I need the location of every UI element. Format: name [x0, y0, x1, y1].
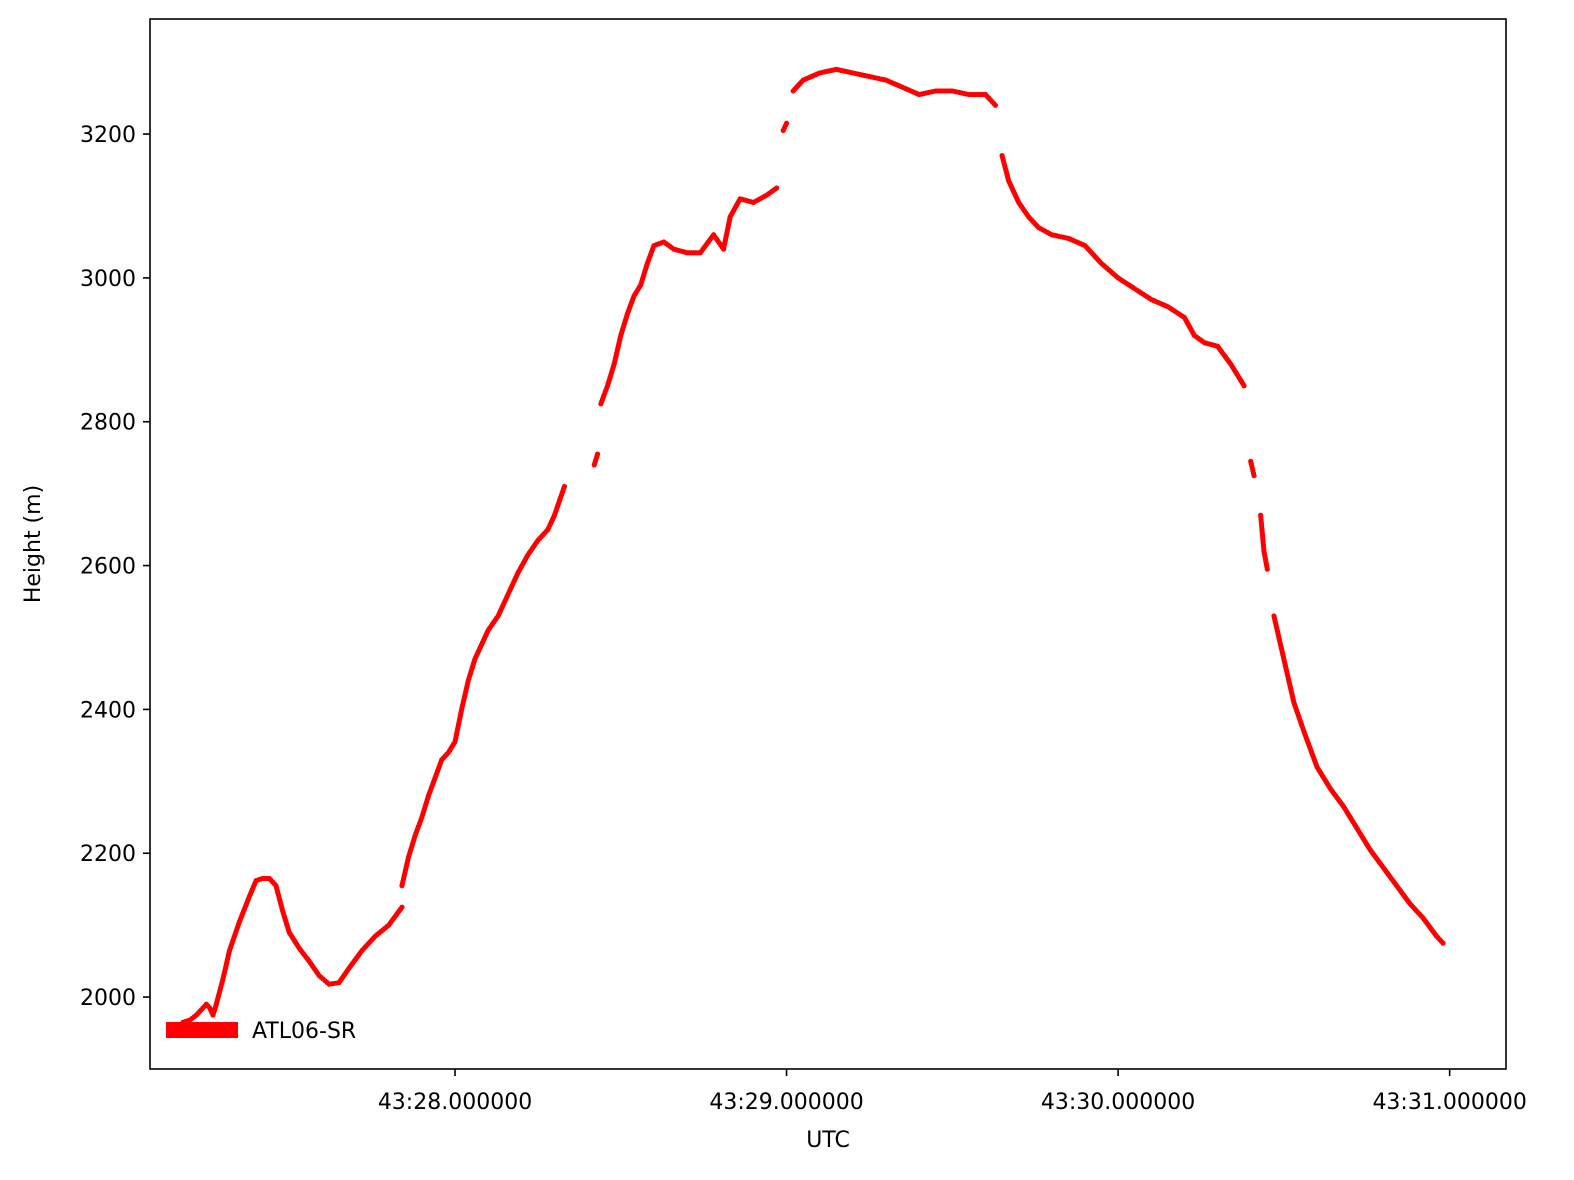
x-tick-label: 43:31.000000: [1372, 1090, 1526, 1115]
legend-label-atl06-sr: ATL06-SR: [252, 1019, 356, 1044]
y-tick-label: 3200: [80, 123, 136, 148]
x-tick-label: 43:30.000000: [1041, 1090, 1195, 1115]
y-tick-label: 2000: [80, 986, 136, 1011]
data-point: [561, 483, 568, 490]
data-point: [399, 904, 405, 910]
data-point: [1440, 940, 1446, 946]
data-point: [1241, 383, 1247, 389]
data-point: [1264, 566, 1270, 572]
data-point: [783, 120, 790, 126]
plot-background: [150, 19, 1506, 1069]
y-tick-label: 2600: [80, 555, 136, 580]
y-axis: 2000 2200 2400 2600 2800 3000 3200: [80, 123, 150, 1011]
data-point: [1251, 473, 1257, 479]
x-axis: 43:28.000000 43:29.000000 43:30.000000 43:3…: [378, 1069, 1527, 1115]
y-axis-label: Height (m): [21, 485, 46, 603]
data-point: [992, 102, 999, 108]
data-point: [594, 451, 601, 457]
x-axis-label: UTC: [806, 1128, 850, 1153]
legend: ATL06-SR: [166, 1019, 356, 1044]
x-tick-label: 43:28.000000: [378, 1090, 532, 1115]
y-tick-label: 2200: [80, 842, 136, 867]
y-tick-label: 2400: [80, 698, 136, 723]
plot-frame: [149, 18, 1507, 1070]
series-layer: [180, 66, 1446, 1025]
y-tick-label: 2800: [80, 411, 136, 436]
x-tick-label: 43:29.000000: [709, 1090, 863, 1115]
legend-swatch: [166, 1022, 238, 1038]
y-tick-label: 3000: [80, 267, 136, 292]
series-atl06-sr: [180, 66, 1446, 1025]
data-point: [774, 185, 780, 191]
